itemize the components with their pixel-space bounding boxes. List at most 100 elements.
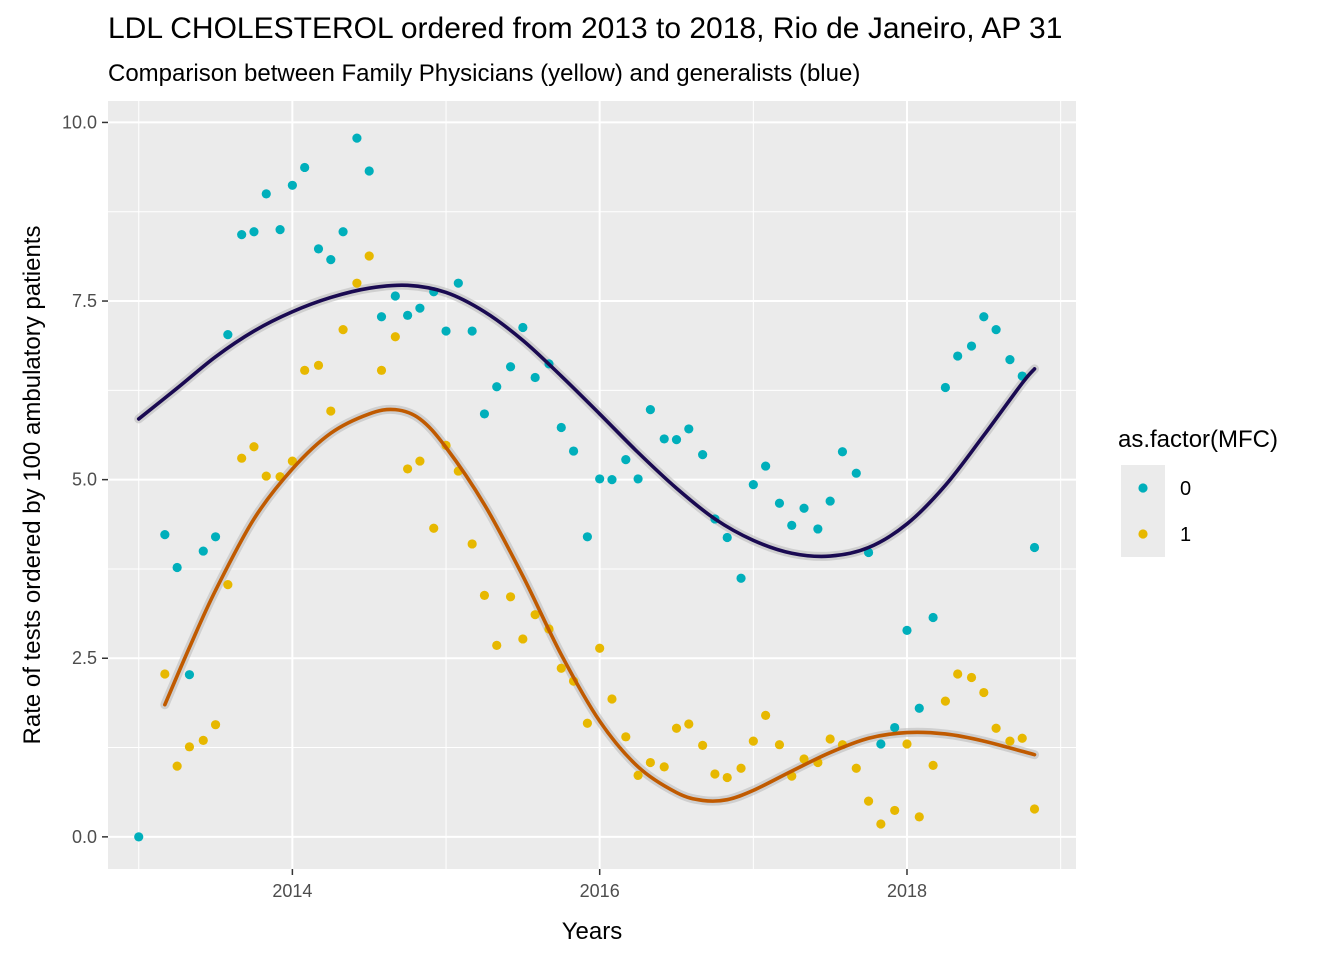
data-point-series-1	[172, 761, 182, 771]
data-point-series-1	[799, 754, 809, 764]
data-point-series-0	[1005, 355, 1015, 365]
data-point-series-1	[710, 769, 720, 779]
data-point-series-0	[659, 434, 669, 444]
data-point-series-0	[595, 474, 605, 484]
data-point-series-1	[249, 442, 259, 452]
data-point-series-0	[134, 832, 144, 842]
data-point-series-1	[210, 720, 221, 730]
data-point-series-1	[825, 734, 835, 744]
smooth-line-series-0	[136, 283, 1037, 559]
data-point-series-1	[403, 464, 413, 474]
x-tick-label: 2018	[887, 881, 927, 901]
data-point-series-0	[799, 503, 809, 513]
data-point-series-0	[530, 372, 540, 383]
data-point-series-0	[352, 133, 362, 143]
data-point-series-0	[403, 310, 413, 320]
data-point-series-0	[300, 162, 310, 173]
data-point-series-1	[505, 592, 516, 602]
y-tick-label: 10.0	[62, 112, 97, 132]
data-point-series-0	[326, 255, 336, 265]
data-point-series-1	[863, 796, 874, 806]
data-point-series-1	[684, 719, 694, 729]
data-point-series-0	[633, 474, 643, 484]
data-point-series-0	[376, 312, 387, 322]
data-point-series-0	[774, 498, 785, 508]
data-point-series-1	[300, 365, 310, 375]
data-point-series-1	[376, 365, 387, 375]
y-axis-ticks: 0.0 2.5 5.0 7.5 10.0	[62, 112, 108, 847]
data-point-series-1	[876, 819, 886, 829]
data-point-series-1	[198, 735, 208, 746]
data-point-series-1	[237, 453, 247, 463]
legend: as.factor(MFC) 0 1	[1118, 426, 1278, 557]
data-point-series-0	[890, 722, 900, 733]
data-point-series-1	[722, 772, 732, 783]
data-point-series-0	[671, 435, 682, 445]
data-point-series-0	[198, 546, 208, 556]
data-point-series-0	[184, 670, 195, 680]
data-point-series-1	[556, 663, 566, 673]
data-point-series-1	[1017, 733, 1027, 743]
data-point-series-1	[736, 763, 746, 773]
data-point-series-0	[621, 455, 631, 465]
data-point-series-0	[390, 291, 400, 301]
data-point-series-0	[160, 530, 170, 540]
data-point-series-0	[825, 496, 835, 506]
data-point-series-0	[261, 189, 271, 199]
x-axis-label: Years	[562, 918, 623, 945]
data-point-series-1	[928, 760, 938, 771]
data-point-series-1	[338, 325, 348, 335]
data-point-series-0	[568, 446, 579, 456]
data-point-series-1	[364, 251, 374, 261]
smooth-lines	[136, 283, 1037, 803]
data-point-series-0	[364, 166, 374, 176]
data-point-series-1	[313, 360, 324, 370]
y-tick-label: 5.0	[72, 470, 97, 490]
data-point-series-0	[914, 703, 924, 713]
data-point-series-0	[313, 244, 324, 254]
data-point-series-1	[698, 740, 708, 751]
data-point-series-0	[223, 330, 233, 340]
chart-title: LDL CHOLESTEROL ordered from 2013 to 201…	[108, 12, 1063, 45]
chart-subtitle: Comparison between Family Physicians (ye…	[108, 60, 861, 87]
data-point-series-1	[979, 687, 989, 698]
data-point-series-0	[645, 405, 655, 415]
data-point-series-0	[940, 382, 950, 393]
data-point-series-0	[338, 227, 348, 237]
x-tick-label: 2016	[580, 881, 620, 901]
data-point-series-1	[914, 812, 924, 822]
data-point-series-1	[940, 696, 950, 706]
data-point-series-0	[492, 382, 502, 392]
data-point-series-0	[505, 362, 516, 372]
data-point-series-0	[748, 480, 758, 490]
data-point-series-0	[991, 325, 1001, 335]
data-point-series-0	[787, 520, 797, 530]
data-point-series-0	[837, 447, 848, 457]
legend-label-series-1: 1	[1180, 524, 1191, 546]
legend-label-series-0: 0	[1180, 478, 1191, 500]
data-point-series-0	[722, 532, 732, 543]
data-point-series-0	[237, 229, 247, 240]
data-point-series-0	[287, 180, 297, 190]
data-point-series-1	[851, 763, 861, 773]
data-point-series-1	[966, 672, 977, 683]
data-point-series-1	[390, 332, 400, 342]
data-point-series-0	[953, 351, 963, 361]
data-point-series-0	[876, 739, 886, 749]
data-point-series-1	[621, 732, 631, 742]
data-point-series-1	[991, 723, 1001, 733]
data-point-series-1	[953, 669, 963, 679]
data-point-series-0	[902, 625, 912, 635]
data-point-series-1	[595, 643, 605, 653]
data-point-series-1	[479, 590, 490, 600]
x-axis-ticks: 2014 2016 2018	[272, 869, 927, 901]
data-point-series-0	[453, 278, 463, 288]
data-point-series-0	[415, 303, 425, 313]
data-point-series-1	[223, 580, 233, 590]
data-point-series-1	[261, 471, 271, 481]
data-point-series-0	[518, 322, 528, 333]
x-tick-label: 2014	[272, 881, 312, 901]
data-point-series-0	[851, 468, 861, 478]
data-point-series-1	[671, 723, 682, 733]
data-point-series-0	[479, 409, 490, 419]
